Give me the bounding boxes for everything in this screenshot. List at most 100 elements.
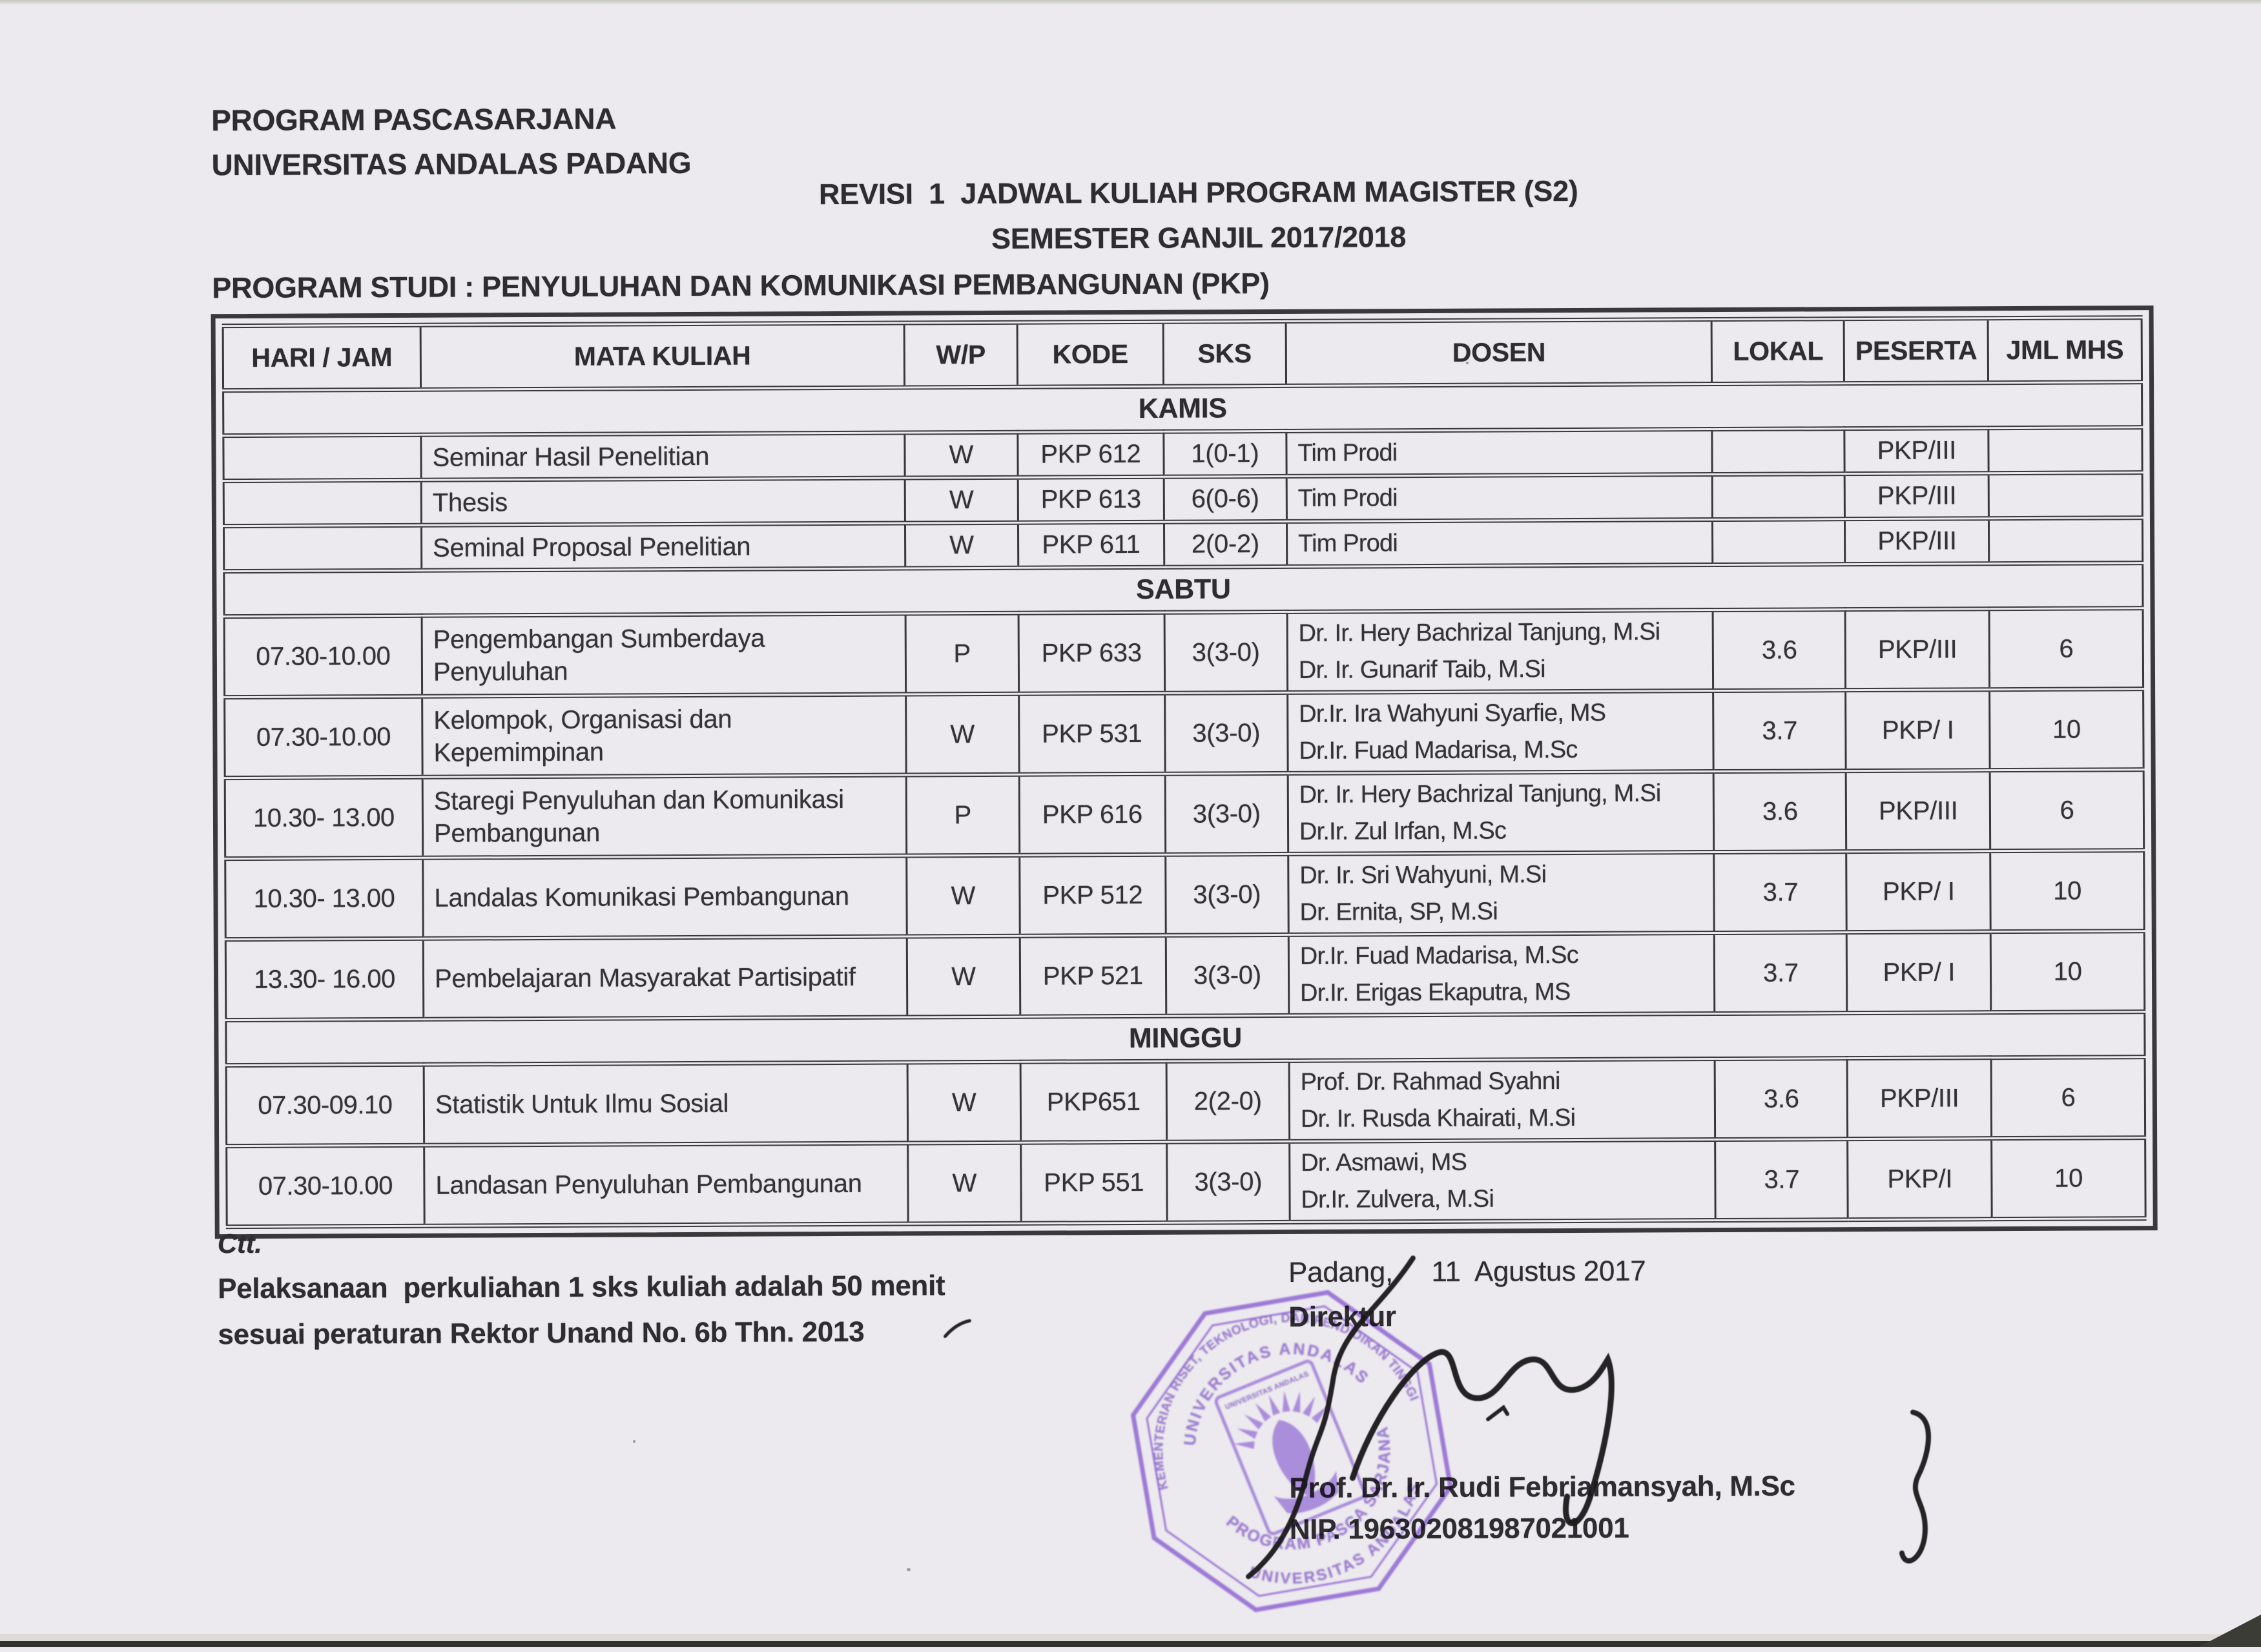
dosen-name: Dr. Ir. Gunarif Taib, M.Si bbox=[1298, 656, 1545, 684]
cell-jml: 10 bbox=[1991, 1137, 2146, 1219]
schedule-table-frame: HARI / JAM MATA KULIAH W/P KODE SKS DOSEN LOKA… bbox=[211, 305, 2158, 1239]
cell-mk: Landalas Komunikasi Pembangunan bbox=[422, 856, 907, 939]
cell-kode: PKP 613 bbox=[1018, 477, 1164, 523]
cell-jam: 07.30-10.00 bbox=[224, 696, 423, 778]
cell-lokal bbox=[1712, 519, 1846, 565]
cell-sks: 3(3-0) bbox=[1166, 1141, 1290, 1223]
cell-wp: W bbox=[905, 694, 1020, 776]
footnote-label: Ctt. bbox=[217, 1228, 262, 1259]
dust-speck bbox=[1466, 362, 1469, 364]
cell-mk: Landasan Penyuluhan Pembangunan bbox=[424, 1143, 908, 1226]
cell-jml bbox=[1988, 472, 2143, 519]
cell-lokal: 3.6 bbox=[1713, 609, 1846, 691]
cell-jam: 07.30-10.00 bbox=[226, 1145, 425, 1227]
cell-sks: 3(3-0) bbox=[1165, 854, 1289, 936]
schedule-row: 13.30- 16.00 Pembelajaran Masyarakat Part… bbox=[225, 931, 2145, 1020]
cell-wp: W bbox=[907, 1062, 1021, 1144]
cell-kode: PKP 531 bbox=[1018, 693, 1165, 775]
institution-line2: UNIVERSITAS ANDALAS PADANG bbox=[211, 145, 692, 182]
day-band-row: KAMIS bbox=[223, 382, 2142, 436]
cell-kode: PKP 551 bbox=[1020, 1142, 1167, 1224]
cell-wp: P bbox=[905, 613, 1019, 695]
cell-dosen: Prof. Dr. Rahmad Syahni Dr. Ir. Rusda Kha… bbox=[1289, 1058, 1716, 1142]
cell-peserta: PKP/III bbox=[1844, 428, 1989, 474]
cell-lokal: 3.6 bbox=[1713, 770, 1847, 852]
dosen-name: Dr. Ir. Rusda Khairati, M.Si bbox=[1300, 1104, 1576, 1133]
cell-mk: Pengembangan Sumberdaya Penyuluhan bbox=[422, 614, 906, 697]
cell-jml: 6 bbox=[1991, 1057, 2145, 1139]
column-header-peserta: PESERTA bbox=[1844, 318, 1988, 384]
schedule-row: 10.30- 13.00 Staregi Penyuluhan dan Komun… bbox=[225, 769, 2144, 859]
cell-jam: 10.30- 13.00 bbox=[225, 858, 424, 940]
cell-peserta: PKP/III bbox=[1846, 770, 1990, 852]
cell-dosen: Dr. Asmawi, MS Dr.Ir. Zulvera, M.Si bbox=[1289, 1139, 1716, 1223]
cell-mk: Statistik Untuk Ilmu Sosial bbox=[424, 1062, 908, 1146]
dosen-name: Dr.Ir. Ira Wahyuni Syarfie, MS bbox=[1299, 699, 1606, 728]
cell-mk: Seminar Hasil Penelitian bbox=[420, 433, 905, 480]
cell-dosen: Dr.Ir. Fuad Madarisa, M.Sc Dr.Ir. Erigas … bbox=[1288, 933, 1715, 1016]
scan-edge-bottom-light bbox=[0, 1634, 2261, 1641]
schedule-row: 10.30- 13.00 Landalas Komunikasi Pembangu… bbox=[225, 850, 2145, 940]
scan-edge-top bbox=[0, 0, 2261, 5]
cell-dosen: Dr.Ir. Ira Wahyuni Syarfie, MS Dr.Ir. Fua… bbox=[1287, 690, 1714, 774]
cell-jml bbox=[1988, 427, 2143, 473]
schedule-row: 07.30-10.00 Landasan Penyuluhan Pembangun… bbox=[226, 1137, 2146, 1227]
dosen-name: Tim Prodi bbox=[1297, 530, 1398, 557]
cell-mk: Thesis bbox=[421, 478, 905, 526]
dosen-name: Dr. Ir. Hery Bachrizal Tanjung, M.Si bbox=[1298, 618, 1660, 647]
document-title-line2: SEMESTER GANJIL 2017/2018 bbox=[991, 220, 1407, 255]
cell-dosen: Tim Prodi bbox=[1286, 474, 1713, 522]
university-stamp-icon: KEMENTERIAN RISET, TEKNOLOGI, DAN PENDID… bbox=[1124, 1277, 1453, 1613]
schedule-row: 07.30-10.00 Pengembangan Sumberdaya Penyu… bbox=[224, 608, 2143, 697]
dosen-name: Prof. Dr. Rahmad Syahni bbox=[1300, 1068, 1560, 1096]
cell-jml: 6 bbox=[1990, 769, 2144, 851]
day-band-minggu: MINGGU bbox=[225, 1011, 2145, 1066]
cell-jam: 07.30-09.10 bbox=[226, 1064, 424, 1146]
cell-wp: W bbox=[904, 477, 1018, 524]
schedule-row: Thesis W PKP 613 6(0-6) Tim Prodi PKP/III bbox=[223, 472, 2143, 526]
cell-jml: 10 bbox=[1989, 688, 2144, 770]
cell-sks: 2(2-0) bbox=[1166, 1060, 1290, 1142]
dosen-name: Dr.Ir. Erigas Ekaputra, MS bbox=[1299, 978, 1571, 1007]
cell-peserta: PKP/III bbox=[1847, 1057, 1992, 1139]
document-title-line1: REVISI 1 JADWAL KULIAH PROGRAM MAGISTER … bbox=[818, 174, 1578, 211]
cell-peserta: PKP/III bbox=[1844, 473, 1989, 519]
cell-mk: Kelompok, Organisasi dan Kepemimpinan bbox=[422, 694, 906, 778]
dosen-name: Dr. Ernita, SP, M.Si bbox=[1299, 898, 1498, 926]
cell-jam bbox=[223, 435, 422, 481]
cell-lokal: 3.7 bbox=[1715, 1139, 1848, 1221]
scan-edge-bottom bbox=[0, 1641, 2261, 1647]
cell-jml: 6 bbox=[1989, 608, 2143, 690]
column-header-hari-jam: HARI / JAM bbox=[223, 325, 421, 391]
dust-speck bbox=[907, 1568, 911, 1571]
signature-ink bbox=[943, 1255, 1932, 1580]
footnote-line2: sesuai peraturan Rektor Unand No. 6b Thn… bbox=[218, 1316, 865, 1351]
column-header-sks: SKS bbox=[1162, 321, 1286, 387]
cell-jam bbox=[223, 480, 422, 526]
cell-peserta: PKP/I bbox=[1848, 1138, 1992, 1220]
cell-jam: 07.30-10.00 bbox=[224, 615, 422, 697]
cell-sks: 3(3-0) bbox=[1164, 773, 1288, 855]
column-header-lokal: LOKAL bbox=[1711, 318, 1844, 384]
cell-wp: W bbox=[906, 936, 1020, 1018]
institution-line1: PROGRAM PASCASARJANA bbox=[211, 101, 617, 138]
cell-dosen: Tim Prodi bbox=[1286, 519, 1713, 567]
dosen-name: Tim Prodi bbox=[1297, 484, 1398, 512]
cell-jml: 10 bbox=[1990, 850, 2145, 932]
cell-jam: 13.30- 16.00 bbox=[225, 938, 424, 1020]
cell-peserta: PKP/ I bbox=[1846, 931, 1992, 1013]
cell-mk: Pembelajaran Masyarakat Partisipatif bbox=[423, 936, 907, 1020]
cell-lokal: 3.7 bbox=[1714, 851, 1847, 933]
cell-wp: W bbox=[906, 855, 1020, 937]
cell-jml: 10 bbox=[1990, 931, 2145, 1013]
cell-dosen: Dr. Ir. Hery Bachrizal Tanjung, M.Si Dr. … bbox=[1286, 610, 1714, 693]
cell-wp: W bbox=[907, 1142, 1022, 1224]
cell-peserta: PKP/ I bbox=[1846, 689, 1990, 771]
cell-wp: W bbox=[905, 522, 1018, 569]
footnote-block: Ctt. Pelaksanaan perkuliahan 1 sks kulia… bbox=[218, 1219, 945, 1358]
cell-dosen: Dr. Ir. Sri Wahyuni, M.Si Dr. Ernita, SP,… bbox=[1288, 852, 1715, 935]
column-header-w-p: W/P bbox=[903, 322, 1018, 388]
day-band-sabtu: SABTU bbox=[223, 563, 2143, 617]
